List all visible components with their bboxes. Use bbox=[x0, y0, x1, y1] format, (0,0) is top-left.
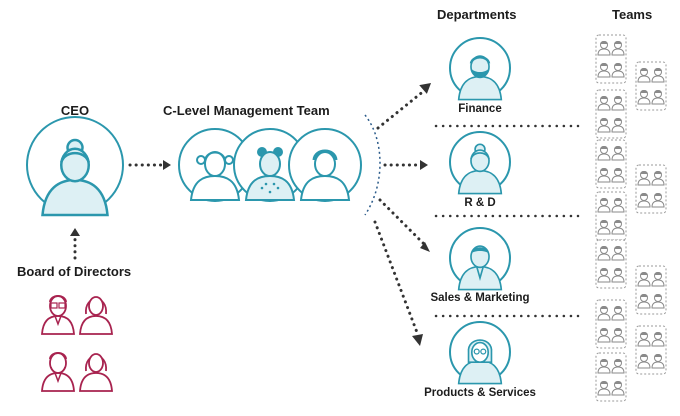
department-rnd bbox=[449, 131, 511, 195]
team-card bbox=[596, 240, 626, 288]
department-finance bbox=[449, 37, 511, 101]
team-card bbox=[636, 62, 666, 110]
ceo-node bbox=[26, 116, 124, 217]
clevel-person-3-icon bbox=[299, 149, 351, 201]
clevel-person-1-icon bbox=[189, 151, 241, 201]
teams-header: Teams bbox=[612, 7, 653, 22]
department-label: Finance bbox=[458, 103, 502, 115]
ceo-label: CEO bbox=[60, 103, 90, 118]
teams-grid bbox=[596, 35, 666, 401]
departments-header: Departments bbox=[437, 7, 517, 22]
department-label: R & D bbox=[464, 197, 496, 209]
board-member-icon bbox=[41, 352, 75, 392]
team-card bbox=[596, 90, 626, 138]
team-card bbox=[636, 326, 666, 374]
board-member-icon bbox=[79, 296, 113, 335]
board-label: Board of Directors bbox=[17, 264, 132, 279]
team-card bbox=[596, 192, 626, 240]
department-label: Sales & Marketing bbox=[430, 292, 530, 304]
team-card bbox=[596, 300, 626, 348]
department-label: Products & Services bbox=[424, 387, 536, 399]
board-members bbox=[41, 295, 113, 392]
department-products-services bbox=[449, 321, 511, 385]
clevel-node bbox=[178, 128, 362, 202]
department-dividers bbox=[434, 124, 580, 318]
arrow-head-icon bbox=[163, 160, 171, 170]
board-member-icon bbox=[41, 295, 75, 335]
team-card bbox=[636, 266, 666, 314]
board-member-icon bbox=[79, 353, 113, 392]
department-sales-marketing bbox=[449, 227, 511, 291]
fanout-arc bbox=[364, 114, 381, 216]
team-card bbox=[596, 353, 626, 401]
team-card bbox=[596, 140, 626, 188]
team-card bbox=[596, 35, 626, 83]
clevel-person-2-icon bbox=[244, 147, 296, 201]
team-card bbox=[636, 165, 666, 213]
arrow-head-icon bbox=[70, 228, 80, 236]
fanout-connectors bbox=[373, 83, 432, 346]
clevel-label: C-Level Management Team bbox=[163, 103, 330, 118]
